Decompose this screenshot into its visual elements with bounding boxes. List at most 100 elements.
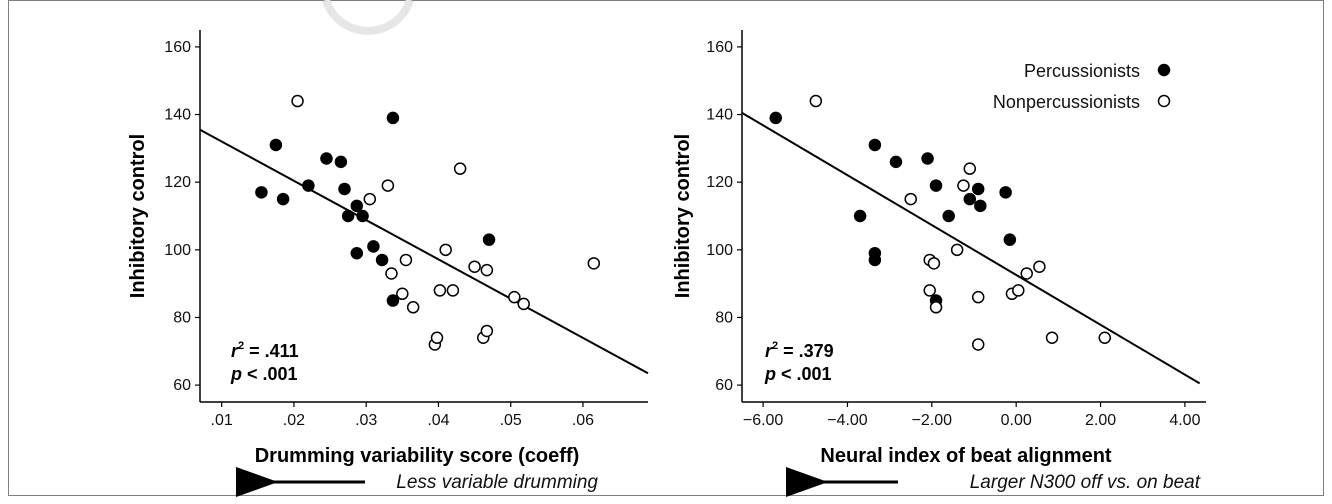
data-point-open [929,301,943,314]
panel-left: 60 80 100 120 140 160 .01 .02 .03 .04 .05 .06 Inhi… [127,30,649,497]
x-tick-label: 0.00 [1001,412,1032,429]
panel-right: 60 80 100 120 140 160 −6.00 −4.00 −2.00 0.00 2.00… [672,30,1206,497]
x-axis-label: Neural index of beat alignment [820,445,1112,467]
y-ticks: 60 80 100 120 140 160 [164,39,200,394]
data-point-open [957,179,970,192]
data-point-open [453,162,467,175]
y-tick-label: 140 [706,107,733,124]
data-point-filled [375,253,389,267]
y-tick-label: 140 [164,107,191,124]
p-stat: p < .001 [764,364,832,384]
data-point-open [433,284,447,297]
data-point-filled [889,155,903,169]
legend-label-percussionists: Percussionists [1024,61,1140,81]
data-point-open [363,192,377,206]
data-point-open [517,297,530,311]
y-tick-label: 120 [164,174,191,191]
data-point-filled [350,199,364,213]
p-stat: p < .001 [230,364,298,384]
data-point-open [480,263,494,277]
regression-line [741,111,1201,385]
regression-line [199,128,649,375]
x-tick-label: .04 [427,412,449,429]
data-point-filled [769,111,782,125]
data-point-filled [320,152,333,165]
data-point-open [1033,260,1046,273]
data-point-filled [929,179,943,192]
arrow-note: Larger N300 off vs. on beat [970,472,1201,493]
data-point-filled [341,209,355,223]
x-tick-label: −6.00 [743,412,784,429]
data-point-filled [356,209,369,223]
data-point-open [430,331,444,344]
data-point-filled [276,192,290,206]
x-tick-label: −2.00 [912,412,953,429]
legend: Percussionists Nonpercussionists [993,61,1171,112]
data-point-open [1098,331,1112,344]
data-point-open [1020,267,1033,280]
data-point-open [809,94,823,108]
data-point-open [396,287,409,301]
y-tick-label: 100 [164,242,191,259]
y-tick-label: 60 [715,377,733,394]
data-point-open [971,338,985,351]
data-point-open [468,260,481,273]
data-point-open [480,324,494,338]
x-tick-label: 4.00 [1169,412,1200,429]
data-point-open [1012,284,1025,297]
data-point-filled [350,246,364,260]
data-point-open [927,257,941,270]
y-tick-label: 160 [706,39,733,56]
legend-label-nonpercussionists: Nonpercussionists [993,92,1140,112]
data-point-filled [386,111,400,125]
data-point-filled [868,138,882,152]
y-tick-label: 80 [715,309,733,326]
data-point-filled [868,253,882,267]
x-axis-label: Drumming variability score (coeff) [255,445,580,467]
data-point-open [385,267,398,280]
data-point-filled [1003,233,1017,246]
x-tick-label: .02 [283,412,305,429]
data-point-filled [255,186,268,199]
figure-frame [8,0,1324,496]
data-point-filled [482,233,496,246]
data-point-filled [942,209,955,223]
data-point-filled [302,179,315,192]
data-point-open [904,192,917,206]
data-point-open [1045,331,1059,344]
data-point-filled [269,138,283,152]
x-tick-label: .03 [355,412,377,429]
data-point-open [963,162,977,175]
data-point-filled [338,182,351,196]
data-point-open [446,284,460,297]
y-tick-label: 120 [706,174,733,191]
x-ticks: −6.00 −4.00 −2.00 0.00 2.00 4.00 [743,402,1201,429]
x-tick-label: −4.00 [827,412,868,429]
data-point-filled [999,186,1012,199]
data-point-filled [334,155,348,169]
r2-stat: r2 = .411 [231,340,299,361]
r2-stat: r2 = .379 [765,340,834,361]
x-tick-label: .01 [211,412,233,429]
data-point-filled [386,294,400,307]
data-point-open [381,179,395,192]
data-point-filled [921,152,934,165]
x-tick-label: .05 [500,412,522,429]
data-point-filled [971,182,985,196]
y-axis-label: Inhibitory control [672,134,694,298]
data-point-open [439,243,452,257]
y-ticks: 60 80 100 120 140 160 [706,39,742,394]
data-point-open [406,301,420,314]
circle-watermark [322,0,414,35]
data-points [255,94,601,351]
x-tick-label: 2.00 [1085,412,1116,429]
data-point-open [508,290,521,304]
data-point-open [587,257,601,270]
arrow-note: Less variable drumming [396,472,598,493]
legend-marker-filled [1157,63,1171,77]
data-point-filled [367,240,380,253]
y-tick-label: 60 [173,377,191,394]
y-tick-label: 80 [173,309,191,326]
y-axis-label: Inhibitory control [127,134,149,298]
